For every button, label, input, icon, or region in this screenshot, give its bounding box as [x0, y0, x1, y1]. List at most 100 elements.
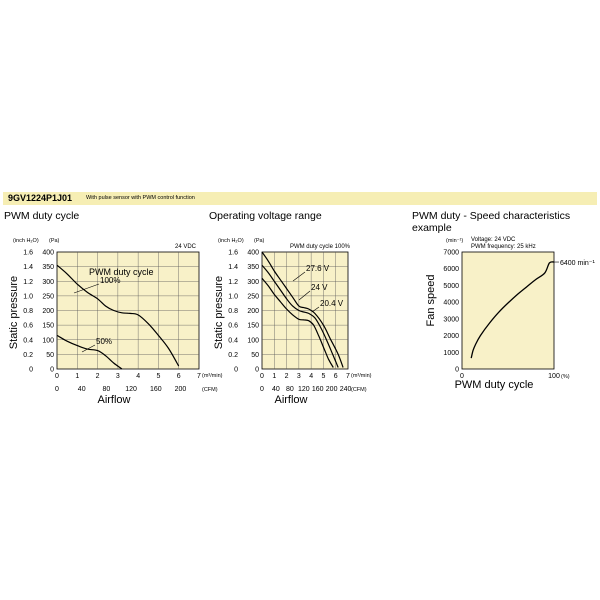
chart-2-x-tick: 3	[297, 373, 301, 380]
chart-1-y-tick-inch: 1.4	[23, 264, 33, 271]
chart-2-y-unit-left: (inch H₂O)	[218, 238, 244, 244]
chart-1-series-label: 50%	[96, 337, 112, 346]
chart-2-y-axis-title: Static pressure	[213, 276, 225, 349]
chart-2-label-leader	[311, 306, 320, 313]
chart-1-x-tick: 6	[177, 373, 181, 380]
chart-2-x2-tick: 120	[298, 386, 310, 393]
chart-3-y-axis-title: Fan speed	[425, 275, 437, 327]
chart-2-x2-tick: 240	[340, 386, 352, 393]
model-description: With pulse sensor with PWM control funct…	[86, 195, 195, 201]
chart-1-series-100-line	[56, 264, 180, 367]
chart-1-y-tick-inch: 1.6	[23, 250, 33, 257]
chart-2-y-tick-pa: 250	[247, 293, 259, 300]
chart-2-y-tick-pa: 150	[247, 323, 259, 330]
chart-3-x-unit: (%)	[561, 374, 570, 380]
chart-1-x-tick: 7	[197, 373, 201, 380]
chart-1-y-tick-inch: 1.0	[23, 293, 33, 300]
chart-1-y-tick-pa: 300	[42, 279, 54, 286]
chart-3-y-tick: 5000	[443, 283, 459, 290]
chart-1-y-tick-pa: 0	[50, 367, 54, 374]
chart-1-x2-tick: 120	[125, 386, 137, 393]
chart-3-y-tick: 4000	[443, 300, 459, 307]
chart-1-label-leader	[73, 283, 100, 294]
chart-3-title: PWM duty - Speed characteristics example	[412, 210, 571, 234]
chart-3-annotation-voltage: Voltage: 24 VDC	[471, 237, 516, 243]
chart-2-y-tick-pa: 100	[247, 337, 259, 344]
chart-3-speed-curve	[470, 261, 555, 359]
chart-1-y-tick-inch: 0.6	[23, 323, 33, 330]
chart-1-y-tick-inch: 0.2	[23, 352, 33, 359]
chart-1-curve-caption: PWM duty cycle	[89, 267, 154, 277]
chart-1-y-axis-title: Static pressure	[8, 276, 20, 349]
chart-2-x2-tick: 0	[260, 386, 264, 393]
chart-2-y-tick-inch: 0.6	[228, 323, 238, 330]
chart-2-title: Operating voltage range	[209, 210, 322, 222]
chart-2-x-tick: 6	[334, 373, 338, 380]
chart-1-y-tick-pa: 400	[42, 250, 54, 257]
chart-2-y-tick-inch: 1.2	[228, 279, 238, 286]
chart-1-y-tick-inch: 0.4	[23, 337, 33, 344]
chart-3-y-tick: 1000	[443, 350, 459, 357]
chart-1-x-axis-title: Airflow	[97, 394, 130, 406]
chart-2-x-axis-title: Airflow	[274, 394, 307, 406]
chart-2-x2-tick: 80	[286, 386, 294, 393]
chart-2-x-tick: 7	[346, 373, 350, 380]
chart-1-y-tick-inch: 0.8	[23, 308, 33, 315]
chart-1-x-tick: 5	[156, 373, 160, 380]
chart-3-y-unit: (min⁻¹)	[446, 238, 463, 244]
chart-1-x2-tick: 80	[102, 386, 110, 393]
chart-2-x-tick: 2	[285, 373, 289, 380]
chart-2-x-tick: 1	[272, 373, 276, 380]
chart-2-x-tick: 4	[309, 373, 313, 380]
chart-1-x-tick: 1	[75, 373, 79, 380]
chart-1-series-50-line	[56, 334, 123, 370]
chart-2-y-tick-inch: 0.8	[228, 308, 238, 315]
chart-2-y-tick-pa: 350	[247, 264, 259, 271]
chart-2-label-leader	[298, 290, 311, 301]
chart-1-y-tick-pa: 200	[42, 308, 54, 315]
chart-2-y-tick-inch: 0.2	[228, 352, 238, 359]
chart-1-label-leader	[81, 344, 96, 353]
chart-1-x-tick: 0	[55, 373, 59, 380]
chart-3-y-tick: 0	[455, 367, 459, 374]
chart-1-x2-unit: (CFM)	[202, 387, 218, 393]
chart-1-y-tick-pa: 350	[42, 264, 54, 271]
chart-1-x2-tick: 200	[175, 386, 187, 393]
chart-2-y-tick-pa: 0	[255, 367, 259, 374]
chart-2-x-tick: 5	[321, 373, 325, 380]
chart-2-x2-tick: 40	[272, 386, 280, 393]
chart-3-x-axis-title: PWM duty cycle	[455, 379, 534, 391]
chart-3-x-tick: 100	[548, 373, 560, 380]
chart-2-y-tick-inch: 1.0	[228, 293, 238, 300]
chart-1-series-label: 100%	[100, 276, 120, 285]
chart-1-x2-tick: 0	[55, 386, 59, 393]
model-code: 9GV1224P1J01	[8, 193, 73, 203]
chart-2-series-276V-line	[261, 251, 344, 368]
chart-3-y-tick: 2000	[443, 333, 459, 340]
chart-3-y-tick: 6000	[443, 266, 459, 273]
chart-3-peak-label: 6400 min⁻¹	[560, 260, 595, 267]
chart-2-y-tick-pa: 200	[247, 308, 259, 315]
chart-1-y-unit-right: (Pa)	[49, 238, 60, 244]
chart-2-y-tick-inch: 1.4	[228, 264, 238, 271]
chart-3-annotation-frequency: PWM frequency: 25 kHz	[471, 244, 536, 250]
chart-2-x2-tick: 200	[326, 386, 338, 393]
chart-1-x-tick: 4	[136, 373, 140, 380]
chart-3-y-tick: 7000	[443, 250, 459, 257]
chart-1-x-unit: (m³/min)	[202, 373, 223, 379]
chart-1-condition: 24 VDC	[175, 244, 197, 250]
chart-1-x-tick: 2	[96, 373, 100, 380]
chart-2-x2-tick: 160	[312, 386, 324, 393]
chart-2-y-tick-pa: 300	[247, 279, 259, 286]
chart-2-y-tick-inch: 1.6	[228, 250, 238, 257]
chart-2-x2-unit: (CFM)	[351, 387, 367, 393]
chart-2-y-tick-inch: 0	[234, 367, 238, 374]
chart-2-series-label: 27.6 V	[306, 264, 330, 273]
chart-2-label-leader	[292, 271, 306, 282]
chart-3-y-tick: 3000	[443, 316, 459, 323]
chart-2-y-tick-pa: 400	[247, 250, 259, 257]
chart-2-series-24V-line	[261, 264, 339, 368]
chart-2-y-tick-pa: 50	[251, 352, 259, 359]
chart-2-y-unit-right: (Pa)	[254, 238, 265, 244]
